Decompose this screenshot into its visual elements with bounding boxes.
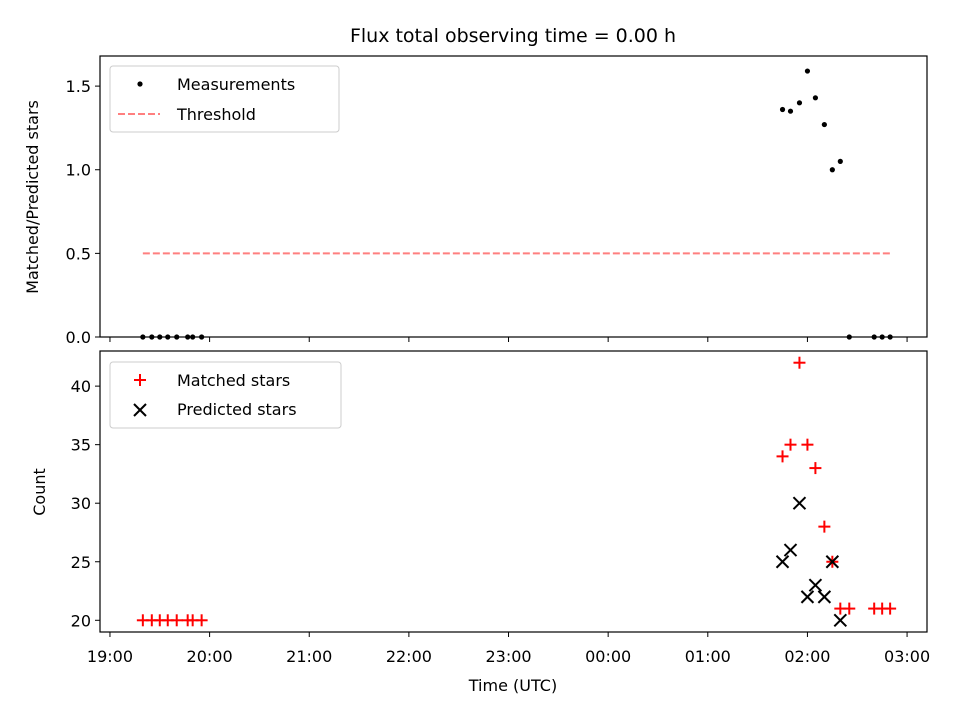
x-tick-label: 00:00 (585, 647, 631, 666)
y-tick-label: 20 (71, 611, 91, 630)
measurement-point (779, 106, 786, 113)
predicted-stars-point (775, 555, 790, 569)
top-y-ticks: 0.0 0.5 1.0 1.5 (66, 77, 100, 347)
y-tick-label: 30 (71, 494, 91, 513)
measurement-point (804, 68, 811, 74)
predicted-stars-point (817, 590, 832, 604)
x-axis-label: Time (UTC) (468, 676, 557, 695)
legend-measurements-label: Measurements (177, 75, 295, 94)
predicted-stars-point (808, 578, 823, 592)
y-tick-label: 0.0 (66, 328, 91, 347)
top-panel: 0.0 0.5 1.0 1.5 Matched/Predicted stars Mea… (23, 55, 928, 347)
chart-title: Flux total observing time = 0.00 h (350, 25, 676, 47)
measurement-point (787, 108, 794, 114)
y-tick-label: 1.0 (66, 161, 91, 180)
bottom-y-axis-label: Count (30, 468, 49, 516)
matched-stars-point (170, 614, 183, 627)
bottom-legend: Matched stars Predicted stars (109, 361, 342, 429)
x-tick-label: 19:00 (87, 647, 133, 666)
matched-stars-point (776, 450, 789, 463)
bottom-y-ticks: 20 25 30 35 40 (71, 377, 100, 630)
matched-stars-point (784, 438, 797, 451)
predicted-stars-point (783, 543, 798, 557)
legend-matched-label: Matched stars (177, 371, 290, 390)
y-tick-label: 1.5 (66, 77, 91, 96)
predicted-stars-point (792, 496, 807, 510)
predicted-stars-point (800, 590, 815, 604)
legend-threshold-label: Threshold (176, 105, 256, 124)
bottom-panel: 20 25 30 35 40 19:00 20:00 21:00 22:00 23:00 00:0… (30, 350, 930, 695)
x-tick-label: 01:00 (685, 647, 731, 666)
measurement-point (796, 100, 803, 106)
y-tick-label: 40 (71, 377, 91, 396)
legend-predicted-marker (133, 403, 147, 417)
matched-stars-point (818, 520, 831, 533)
matched-stars-point (884, 602, 897, 615)
x-tick-label: 23:00 (485, 647, 531, 666)
bottom-legend-box (109, 361, 342, 429)
predicted-stars-point (833, 613, 848, 627)
x-tick-label: 21:00 (286, 647, 332, 666)
top-x-ticks (109, 337, 908, 342)
matched-stars-point (843, 602, 856, 615)
top-legend-box (109, 65, 340, 133)
matched-stars-point (801, 438, 814, 451)
predicted-stars-point (825, 555, 840, 569)
measurement-point (829, 167, 835, 173)
legend-measurements-marker (137, 81, 143, 87)
bottom-panel-frame (99, 350, 928, 633)
x-tick-label: 02:00 (784, 647, 830, 666)
top-panel-frame (99, 55, 928, 338)
bottom-marks (136, 356, 897, 627)
y-tick-label: 25 (71, 553, 91, 572)
top-legend: Measurements Threshold (109, 65, 340, 133)
top-marks (140, 68, 893, 340)
x-tick-label: 03:00 (884, 647, 930, 666)
bottom-x-ticks: 19:00 20:00 21:00 22:00 23:00 00:00 01:00 02:00… (87, 632, 930, 666)
matched-stars-point (793, 356, 806, 369)
measurement-point (812, 95, 819, 101)
matched-stars-point (195, 614, 208, 627)
measurement-point (821, 121, 827, 128)
x-tick-label: 22:00 (386, 647, 432, 666)
top-y-axis-label: Matched/Predicted stars (23, 100, 42, 294)
y-tick-label: 35 (71, 436, 91, 455)
y-tick-label: 0.5 (66, 244, 91, 263)
measurement-point (837, 158, 843, 164)
x-tick-label: 20:00 (187, 647, 233, 666)
legend-matched-marker (134, 374, 146, 386)
matched-stars-point (809, 462, 822, 475)
legend-predicted-label: Predicted stars (177, 400, 297, 419)
